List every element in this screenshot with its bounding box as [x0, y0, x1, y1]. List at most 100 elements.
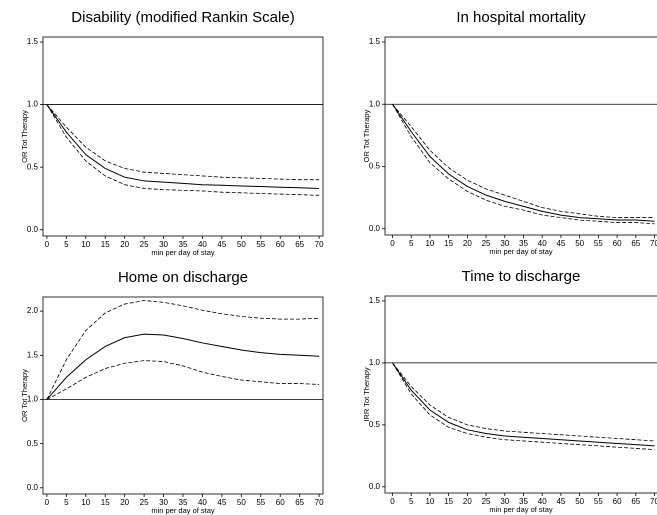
x-tick-label: 20 [463, 239, 472, 248]
estimate-line [46, 104, 320, 189]
ci-line [46, 104, 320, 181]
x-tick-label: 40 [538, 239, 547, 248]
y-tick-label: 0.0 [369, 224, 381, 233]
x-tick-label: 15 [101, 240, 110, 249]
ci-line [392, 362, 655, 451]
panel: Disability (modified Rankin Scale) 0.0 0.5… [20, 9, 324, 257]
x-tick-label: 55 [594, 239, 603, 248]
x-tick-label: 25 [140, 498, 149, 507]
y-tick-label: 1.5 [369, 37, 381, 46]
y-axis-label: OR Tot Therapy [20, 369, 29, 422]
ci-line [392, 103, 655, 218]
x-tick-label: 10 [425, 497, 434, 506]
panel: Time to discharge 0.0 0.5 1.0 1.5 0 5 10 15 20 25 3… [362, 268, 657, 514]
y-tick-label: 1.5 [27, 350, 39, 359]
y-tick-label: 0.0 [27, 483, 39, 492]
x-tick-label: 10 [81, 498, 90, 507]
x-tick-label: 40 [198, 240, 207, 249]
x-tick-label: 0 [390, 497, 395, 506]
x-tick-label: 45 [556, 239, 565, 248]
estimate-line [392, 103, 655, 222]
x-tick-label: 60 [613, 497, 622, 506]
x-tick-label: 5 [64, 498, 69, 507]
plot-frame [42, 296, 324, 495]
x-tick-label: 10 [81, 240, 90, 249]
x-tick-label: 50 [237, 240, 246, 249]
ci-line [46, 300, 320, 400]
x-tick-label: 65 [295, 498, 304, 507]
chart-title: Time to discharge [462, 268, 581, 285]
x-tick-label: 50 [575, 497, 584, 506]
y-tick-label: 0.5 [27, 439, 39, 448]
y-tick-label: 1.0 [369, 358, 381, 367]
x-tick-label: 15 [444, 497, 453, 506]
y-tick-label: 1.5 [27, 37, 39, 46]
y-tick-label: 1.0 [27, 395, 39, 404]
x-tick-label: 10 [425, 239, 434, 248]
x-tick-label: 55 [594, 497, 603, 506]
x-tick-label: 35 [519, 497, 528, 506]
x-tick-label: 65 [631, 239, 640, 248]
ci-line [392, 362, 655, 442]
x-tick-label: 45 [556, 497, 565, 506]
x-tick-label: 70 [315, 498, 324, 507]
x-tick-label: 60 [613, 239, 622, 248]
y-axis-label: OR Tot Therapy [362, 109, 371, 162]
plot-frame [42, 36, 324, 237]
estimate-line [392, 362, 655, 447]
x-tick-label: 65 [631, 497, 640, 506]
x-tick-label: 25 [140, 240, 149, 249]
x-tick-label: 5 [409, 497, 414, 506]
x-tick-label: 40 [198, 498, 207, 507]
y-tick-label: 0.0 [369, 482, 381, 491]
x-tick-label: 5 [64, 240, 69, 249]
x-tick-label: 0 [45, 240, 50, 249]
x-tick-label: 60 [276, 498, 285, 507]
x-tick-label: 30 [159, 240, 168, 249]
x-tick-label: 20 [463, 497, 472, 506]
panel: Home on discharge 0.0 0.5 1.0 1.5 2.0 0 5 10 15 20… [20, 269, 324, 515]
x-axis-label: min per day of stay [489, 247, 553, 256]
x-tick-label: 35 [179, 240, 188, 249]
x-tick-label: 70 [650, 497, 657, 506]
y-tick-label: 0.5 [369, 162, 381, 171]
y-tick-label: 0.5 [27, 162, 39, 171]
chart-title: Disability (modified Rankin Scale) [71, 9, 294, 26]
y-tick-label: 1.0 [27, 100, 39, 109]
y-axis-label: OR Tot Therapy [20, 110, 29, 163]
estimate-line [46, 333, 320, 400]
x-tick-label: 20 [120, 498, 129, 507]
x-tick-label: 55 [256, 240, 265, 249]
x-tick-label: 30 [159, 498, 168, 507]
ci-line [46, 360, 320, 400]
chart-title: In hospital mortality [456, 9, 586, 26]
x-tick-label: 70 [650, 239, 657, 248]
x-tick-label: 55 [256, 498, 265, 507]
y-tick-label: 1.5 [369, 296, 381, 305]
x-axis-label: min per day of stay [489, 505, 553, 514]
x-tick-label: 5 [409, 239, 414, 248]
x-axis-label: min per day of stay [151, 248, 215, 257]
x-tick-label: 25 [482, 497, 491, 506]
x-tick-label: 50 [237, 498, 246, 507]
y-axis-label: IRR Tot Therapy [362, 367, 371, 422]
x-tick-label: 30 [500, 497, 509, 506]
y-tick-label: 2.0 [27, 306, 39, 315]
y-tick-label: 0.5 [369, 420, 381, 429]
x-tick-label: 45 [217, 240, 226, 249]
x-tick-label: 50 [575, 239, 584, 248]
x-tick-label: 20 [120, 240, 129, 249]
x-tick-label: 35 [519, 239, 528, 248]
x-tick-label: 40 [538, 497, 547, 506]
ci-line [392, 104, 655, 225]
y-tick-label: 1.0 [369, 99, 381, 108]
x-tick-label: 15 [444, 239, 453, 248]
x-tick-label: 60 [276, 240, 285, 249]
x-tick-label: 65 [295, 240, 304, 249]
y-tick-label: 0.0 [27, 225, 39, 234]
x-axis-label: min per day of stay [151, 506, 215, 515]
x-tick-label: 35 [179, 498, 188, 507]
plot-frame [384, 295, 657, 494]
panel: In hospital mortality 0.0 0.5 1.0 1.5 0 5 10 15 2… [362, 9, 657, 256]
